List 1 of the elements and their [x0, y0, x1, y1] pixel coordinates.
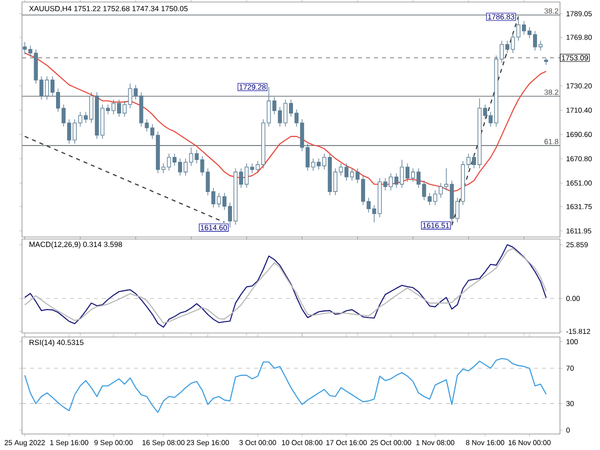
line-series — [24, 358, 547, 413]
